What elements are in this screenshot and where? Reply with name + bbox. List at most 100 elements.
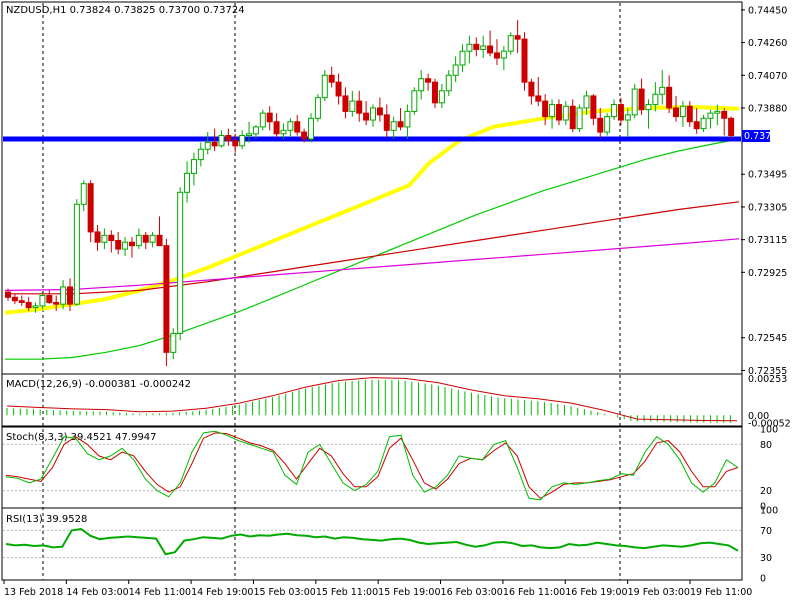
stoch-tick-label-0: 100 xyxy=(760,425,778,436)
candle-body xyxy=(163,245,170,353)
price-tick-label-0: 0.74450 xyxy=(748,5,787,16)
candle-16 xyxy=(115,231,122,255)
macd-tick-label-0: 0.00253 xyxy=(748,374,787,385)
candle-body xyxy=(652,93,659,106)
candle-20 xyxy=(142,231,149,250)
candle-body xyxy=(252,126,259,135)
candle-body xyxy=(514,35,521,40)
candle-body xyxy=(473,43,480,50)
candle-36 xyxy=(252,125,259,139)
candle-body xyxy=(521,38,528,83)
candle-body xyxy=(314,97,321,119)
candle-74 xyxy=(514,20,521,53)
price-tick-label-6: 0.73115 xyxy=(748,235,787,246)
candle-5 xyxy=(39,292,46,310)
candle-96 xyxy=(666,75,673,114)
candle-48 xyxy=(335,73,342,105)
candle-38 xyxy=(266,106,273,131)
candle-body xyxy=(679,105,686,118)
macd-axis: 0.00253 0.00-0.00052 xyxy=(748,374,791,429)
candle-body xyxy=(487,45,494,54)
candle-75 xyxy=(521,32,528,91)
candle-body xyxy=(431,81,438,104)
candle-body xyxy=(32,305,39,309)
candle-4 xyxy=(32,302,39,313)
candle-body xyxy=(149,234,156,243)
stoch-tick-label-2: 20 xyxy=(760,486,772,497)
candle-31 xyxy=(218,130,225,148)
candle-body xyxy=(411,90,418,112)
rsi-panel[interactable]: RSI(13) 39.9528 100 70 30 0 xyxy=(1,506,778,585)
candle-17 xyxy=(122,237,129,256)
candle-body xyxy=(631,88,638,116)
candle-body xyxy=(108,234,115,241)
candle-81 xyxy=(562,101,569,126)
candle-66 xyxy=(459,44,466,72)
candle-63 xyxy=(438,83,445,108)
time-tick-label-1: 14 Feb 03:00 xyxy=(66,587,128,598)
candle-99 xyxy=(686,101,693,127)
candle-94 xyxy=(652,82,659,112)
candle-body xyxy=(590,95,597,119)
rsi-title: RSI(13) 39.9528 xyxy=(6,514,87,525)
candle-body xyxy=(624,114,631,121)
candle-body xyxy=(597,117,604,133)
candle-body xyxy=(328,74,335,83)
macd-signal-line xyxy=(6,377,738,422)
rsi-polyline xyxy=(5,527,739,556)
candle-89 xyxy=(617,97,624,126)
candle-body xyxy=(266,112,273,123)
candle-25 xyxy=(177,187,184,341)
candle-92 xyxy=(638,78,645,115)
candle-body xyxy=(66,286,73,305)
candle-53 xyxy=(370,104,376,127)
candle-body xyxy=(5,291,11,298)
candle-body xyxy=(617,104,624,121)
stoch-tick-label-1: 80 xyxy=(760,440,772,451)
candle-83 xyxy=(576,104,583,133)
macd-panel-frame xyxy=(1,373,743,427)
candle-71 xyxy=(493,39,500,65)
candle-45 xyxy=(314,94,321,122)
candle-8 xyxy=(60,280,67,310)
rsi-panel-frame xyxy=(1,507,743,581)
stoch-main-line xyxy=(5,430,739,501)
candle-33 xyxy=(232,133,239,153)
rsi-tick-label-3: 0 xyxy=(760,574,766,585)
macd-panel[interactable]: MACD(12,26,9) -0.000381 -0.000242 0.0025… xyxy=(1,373,791,429)
candle-18 xyxy=(128,237,135,258)
candle-98 xyxy=(679,101,686,127)
candle-65 xyxy=(452,56,459,83)
candle-14 xyxy=(101,228,108,250)
stochastic-axis: 100 80 20 0 xyxy=(760,425,778,513)
time-tick-label-3: 14 Feb 19:00 xyxy=(191,587,253,598)
candle-49 xyxy=(342,87,349,119)
candle-body xyxy=(218,135,225,147)
candle-97 xyxy=(673,95,680,122)
candle-11 xyxy=(80,180,87,212)
candle-body xyxy=(604,116,611,133)
candle-102 xyxy=(707,109,714,129)
time-tick-label-7: 16 Feb 03:00 xyxy=(441,587,503,598)
price-panel-title: NZDUSD,H1 0.73824 0.73825 0.73700 0.7372… xyxy=(6,5,245,16)
price-panel[interactable]: NZDUSD,H1 0.73824 0.73825 0.73700 0.7372… xyxy=(1,1,787,580)
candle-51 xyxy=(356,90,363,122)
candle-21 xyxy=(149,231,156,248)
candle-0 xyxy=(5,288,11,301)
candle-47 xyxy=(328,66,335,88)
candle-37 xyxy=(259,109,266,131)
candle-body xyxy=(397,121,404,128)
candle-body xyxy=(666,86,673,109)
candle-52 xyxy=(363,101,370,126)
candle-54 xyxy=(376,97,383,122)
price-tick-label-8: 0.72545 xyxy=(748,333,787,344)
candle-50 xyxy=(349,90,356,117)
candle-body xyxy=(177,191,184,334)
candle-body xyxy=(376,107,383,116)
candle-body xyxy=(445,74,452,92)
candle-44 xyxy=(308,113,315,143)
candle-40 xyxy=(280,123,287,139)
candle-body xyxy=(273,121,280,135)
candle-body xyxy=(404,110,411,128)
time-tick-label-6: 15 Feb 19:00 xyxy=(378,587,440,598)
